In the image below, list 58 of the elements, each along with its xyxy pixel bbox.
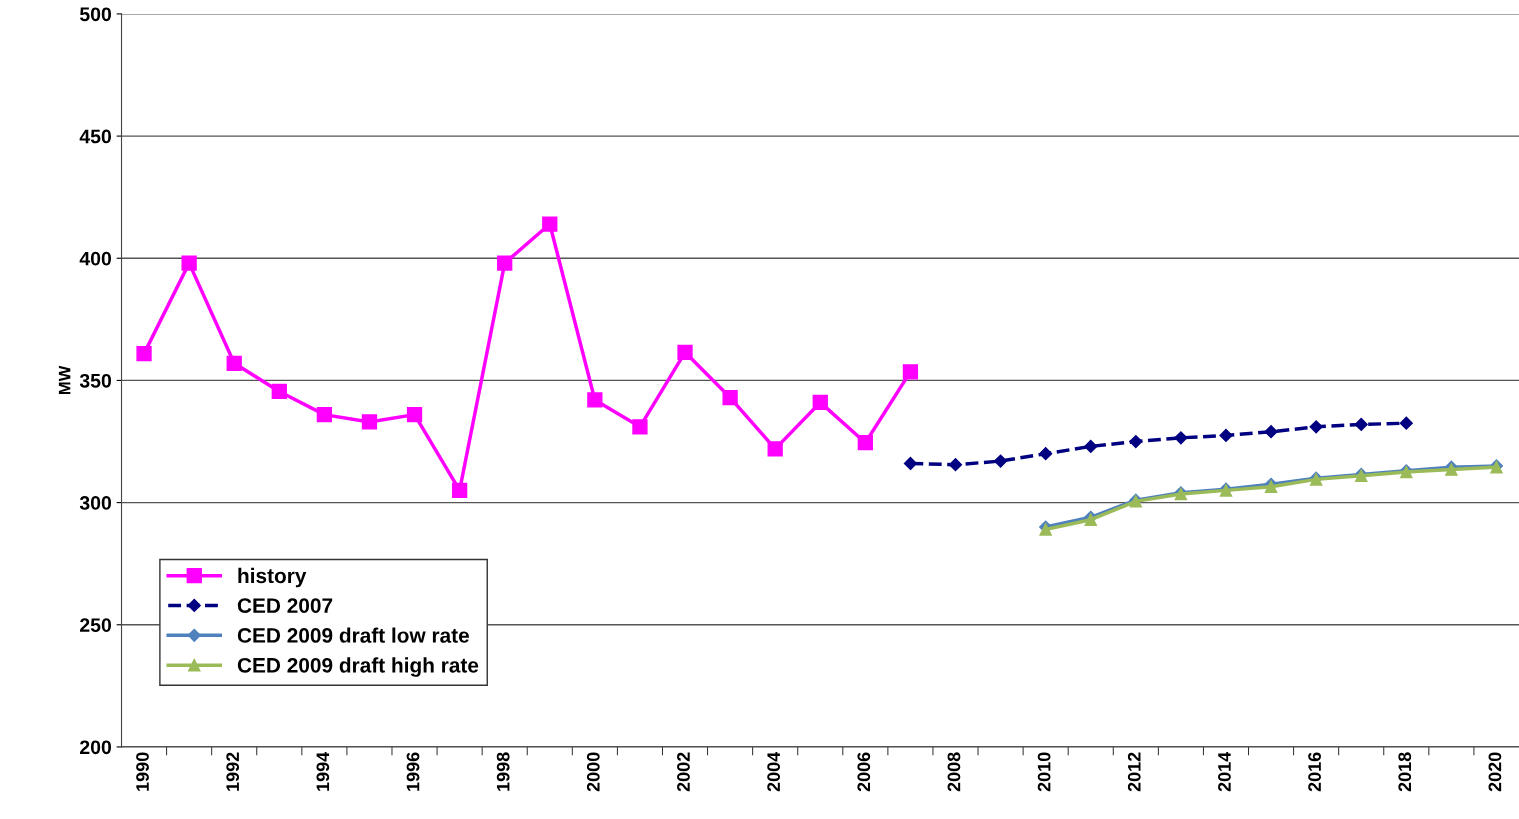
point bbox=[587, 392, 603, 408]
y-tick-label: 200 bbox=[80, 740, 111, 755]
x-tick-label: 2014 bbox=[1218, 751, 1231, 792]
point bbox=[406, 406, 423, 423]
point bbox=[181, 255, 197, 271]
x-tick-label: 2000 bbox=[586, 752, 600, 792]
x-tick-label: 2018 bbox=[1398, 752, 1412, 792]
point bbox=[902, 364, 919, 380]
point bbox=[903, 456, 918, 471]
point bbox=[722, 389, 738, 406]
x-tick-label: 1998 bbox=[496, 752, 510, 791]
point bbox=[451, 482, 468, 499]
x-tick-label: 1992 bbox=[226, 752, 240, 791]
y-axis-title: MW bbox=[58, 365, 71, 395]
point bbox=[677, 344, 693, 360]
point bbox=[1309, 420, 1323, 434]
x-tick-label: 2016 bbox=[1308, 752, 1321, 792]
point bbox=[1084, 439, 1098, 453]
point bbox=[767, 441, 783, 457]
point bbox=[812, 394, 828, 411]
x-tick-label: 2004 bbox=[767, 751, 781, 792]
point bbox=[948, 458, 963, 472]
legend-label: CED 2007 bbox=[237, 598, 333, 613]
y-tick-label: 350 bbox=[79, 373, 111, 388]
y-tick-label: 400 bbox=[79, 251, 111, 266]
point bbox=[1039, 447, 1053, 461]
point bbox=[542, 216, 558, 232]
x-tick-label: 1996 bbox=[406, 752, 420, 791]
point bbox=[632, 419, 648, 435]
point bbox=[1264, 425, 1278, 439]
point bbox=[226, 355, 242, 371]
x-tick-label: 2002 bbox=[677, 752, 690, 792]
legend-label: history bbox=[238, 567, 307, 588]
y-tick-label: 300 bbox=[79, 496, 111, 510]
point bbox=[316, 406, 333, 423]
point bbox=[1174, 431, 1188, 445]
point bbox=[993, 454, 1008, 468]
point bbox=[1354, 417, 1368, 431]
x-tick-label: 1994 bbox=[316, 751, 330, 791]
point bbox=[1399, 416, 1413, 430]
x-tick-label: 2010 bbox=[1037, 752, 1051, 792]
point bbox=[271, 383, 287, 400]
legend-label: CED 2009 draft high rate bbox=[237, 657, 479, 677]
x-tick-label: 2020 bbox=[1488, 752, 1502, 792]
y-tick-label: 250 bbox=[80, 618, 111, 632]
y-tick-label: 500 bbox=[79, 7, 111, 22]
point bbox=[497, 255, 513, 271]
point bbox=[1129, 434, 1143, 449]
x-tick-label: 2008 bbox=[947, 752, 961, 792]
point bbox=[1219, 428, 1233, 442]
x-tick-label: 1990 bbox=[136, 752, 149, 791]
point bbox=[136, 345, 152, 362]
point bbox=[361, 414, 378, 430]
y-tick-label: 450 bbox=[79, 129, 111, 144]
x-tick-label: 2012 bbox=[1127, 752, 1141, 792]
legend-label: CED 2009 draft low rate bbox=[237, 627, 469, 643]
x-tick-label: 2006 bbox=[857, 752, 871, 792]
point bbox=[857, 435, 873, 451]
